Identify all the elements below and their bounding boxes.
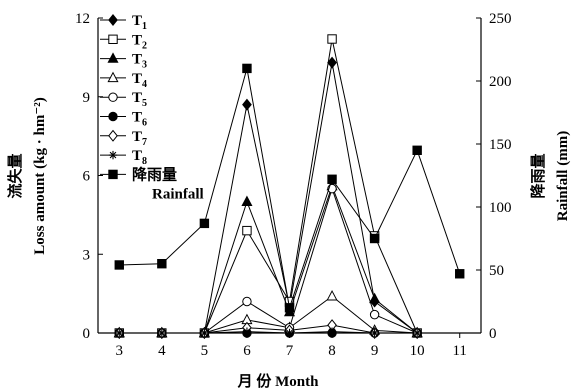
legend-marker [108, 129, 118, 142]
legend-label-line2: Rainfall [152, 186, 204, 202]
legend-label: T8 [132, 148, 147, 167]
x-tick-label: 11 [452, 343, 466, 359]
legend-item: T7 [100, 129, 147, 148]
data-point [327, 56, 337, 69]
data-point [241, 195, 253, 206]
x-tick-label: 3 [116, 343, 124, 359]
y-left-tick-label: 0 [83, 326, 91, 342]
legend-label: T1 [132, 13, 147, 32]
data-point [157, 328, 167, 338]
legend-item: 降雨量 Rainfall [100, 165, 204, 202]
axis-titles: 月 份 Month 流失量 Loss amount (kg · hm⁻²) 降雨… [6, 97, 571, 390]
legend-marker [107, 52, 119, 63]
data-point [327, 327, 337, 336]
legend-label: T5 [132, 90, 147, 109]
data-point [242, 296, 252, 307]
series-9 [114, 63, 465, 313]
data-point [327, 34, 337, 44]
data-point [412, 328, 422, 338]
data-point [327, 174, 337, 184]
y-right-title-cn: 降雨量 [529, 153, 547, 198]
data-point [242, 225, 252, 236]
data-point [242, 98, 252, 111]
data-point [369, 233, 380, 244]
y-right-tick-label: 200 [489, 74, 512, 90]
legend-marker [108, 92, 118, 102]
data-point [115, 328, 124, 338]
data-point [199, 218, 210, 229]
legend-marker [108, 34, 118, 44]
legend-item: T4 [100, 71, 147, 90]
legend-marker [108, 150, 118, 160]
legend-label: T3 [132, 52, 147, 71]
data-point [284, 303, 295, 313]
x-tick-label: 5 [201, 343, 209, 359]
x-tick-label: 10 [410, 343, 425, 359]
data-point [242, 327, 252, 336]
x-tick-label: 4 [158, 343, 166, 359]
data-point [285, 328, 294, 338]
x-axis-title: 月 份 Month [237, 372, 319, 390]
axes: 3 4 5 6 7 8 9 10 11 0 3 6 9 12 0 50 100 150 200 250 [75, 11, 512, 359]
legend-label: T2 [132, 32, 147, 51]
data-point [326, 289, 338, 301]
data-point [157, 259, 167, 269]
legend-marker [107, 71, 119, 83]
legend-label: 降雨量 [132, 165, 177, 183]
legend-item: T5 [100, 90, 147, 109]
series-line [119, 331, 418, 334]
data-point [455, 269, 465, 279]
series-7 [114, 319, 423, 339]
data-point [412, 145, 422, 156]
data-point [370, 328, 379, 338]
y-left-title-en: Loss amount (kg · hm⁻²) [32, 97, 48, 254]
legend-marker [108, 169, 118, 180]
y-right-tick-label: 250 [489, 11, 512, 27]
series-layer [113, 34, 465, 339]
y-right-tick-label: 100 [489, 200, 512, 216]
y-left-tick-label: 3 [83, 247, 91, 263]
legend-item: T6 [100, 110, 147, 129]
y-left-tick-label: 9 [83, 90, 91, 106]
series-8 [115, 327, 422, 338]
legend-marker [108, 111, 118, 122]
x-tick-label: 9 [371, 343, 379, 359]
y-right-title-en: Rainfall (mm) [555, 131, 571, 221]
x-tick-label: 6 [243, 343, 251, 359]
x-tick-label: 8 [328, 343, 336, 359]
x-tick-label: 7 [286, 343, 294, 359]
y-left-tick-label: 12 [75, 11, 90, 27]
data-point [114, 260, 124, 270]
data-point [369, 309, 380, 320]
data-point [242, 63, 252, 74]
data-point [369, 292, 381, 304]
legend-label: T4 [132, 71, 147, 90]
legend-marker [108, 14, 118, 26]
legend-label: T6 [132, 110, 147, 129]
y-right-tick-label: 150 [489, 137, 512, 153]
legend-label: T7 [132, 129, 147, 148]
legend-item: T3 [100, 52, 147, 71]
legend-item: T1 [100, 13, 147, 32]
legend-item: T2 [100, 32, 147, 51]
y-left-title-cn: 流失量 [6, 153, 24, 198]
y-right-tick-label: 0 [489, 326, 497, 342]
y-left-tick-label: 6 [83, 169, 91, 185]
legend-item: T8 [100, 148, 147, 167]
y-right-tick-label: 50 [489, 263, 504, 279]
data-point [200, 328, 209, 338]
